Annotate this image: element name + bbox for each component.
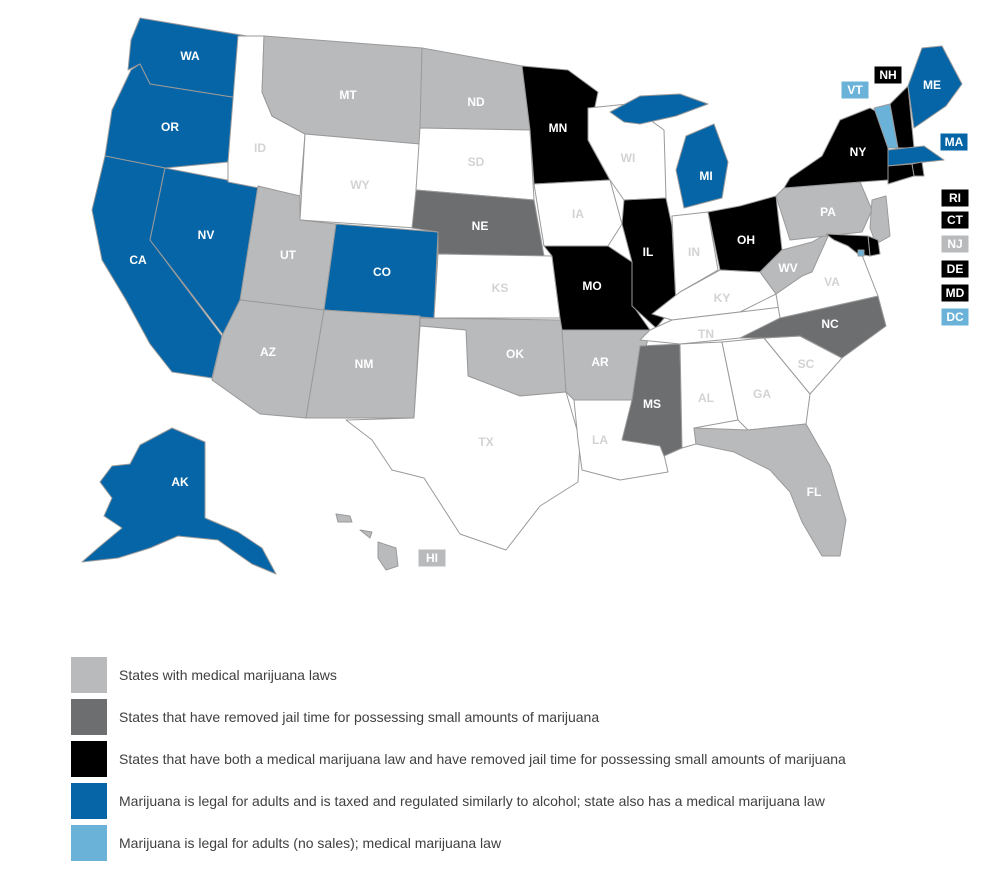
state-label-sc: SC bbox=[798, 357, 815, 371]
state-label-nm: NM bbox=[355, 357, 374, 371]
state-dc[interactable] bbox=[857, 249, 865, 257]
state-label-mi: MI bbox=[699, 169, 712, 183]
state-tag-dc[interactable] bbox=[940, 307, 970, 327]
state-tag-ri[interactable] bbox=[940, 188, 970, 208]
state-label-ca: CA bbox=[129, 253, 147, 267]
state-label-al: AL bbox=[698, 391, 714, 405]
legend-swatch-decrim bbox=[71, 699, 107, 735]
state-label-pa: PA bbox=[820, 205, 836, 219]
state-me[interactable] bbox=[907, 45, 963, 129]
legend-item-legal-no-sales: Marijuana is legal for adults (no sales)… bbox=[71, 824, 971, 866]
state-label-tn: TN bbox=[698, 327, 714, 341]
state-label-co: CO bbox=[373, 265, 391, 279]
state-label-la: LA bbox=[592, 433, 608, 447]
state-label-wy: WY bbox=[350, 178, 369, 192]
state-mi[interactable] bbox=[609, 93, 729, 209]
us-map: WA OR CA NV ID MT WY UT CO AZ NM ND SD NE KS OK TX MN IA MO… bbox=[81, 17, 970, 575]
state-label-nc: NC bbox=[821, 317, 839, 331]
state-label-oh: OH bbox=[737, 233, 755, 247]
state-label-ok: OK bbox=[506, 347, 524, 361]
legend-swatch-both bbox=[71, 741, 107, 777]
state-label-or: OR bbox=[161, 120, 179, 134]
state-label-az: AZ bbox=[260, 345, 276, 359]
state-tx[interactable] bbox=[345, 325, 581, 551]
state-ny[interactable] bbox=[783, 107, 889, 189]
state-label-vt: VT bbox=[847, 83, 863, 97]
state-label-ny: NY bbox=[850, 145, 867, 159]
legend-item-legal: Marijuana is legal for adults and is tax… bbox=[71, 782, 971, 824]
state-label-nh: NH bbox=[879, 68, 896, 82]
state-label-il: IL bbox=[643, 245, 654, 259]
state-ak[interactable] bbox=[81, 427, 277, 575]
legend-label: Marijuana is legal for adults (no sales)… bbox=[119, 835, 502, 851]
state-hi[interactable] bbox=[335, 513, 399, 571]
state-label-mt: MT bbox=[339, 88, 357, 102]
state-label-wa: WA bbox=[180, 49, 200, 63]
state-tag-vt[interactable] bbox=[840, 80, 870, 100]
state-label-ks: KS bbox=[492, 281, 509, 295]
state-label-ar: AR bbox=[591, 355, 609, 369]
state-label-id: ID bbox=[254, 141, 266, 155]
legend-item-decrim: States that have removed jail time for p… bbox=[71, 698, 971, 740]
state-label-ms: MS bbox=[643, 397, 661, 411]
state-ma[interactable] bbox=[887, 145, 945, 167]
legend-item-medical: States with medical marijuana laws bbox=[71, 656, 971, 698]
state-label-dc: DC bbox=[946, 310, 964, 324]
legend: States with medical marijuana laws State… bbox=[71, 656, 971, 866]
state-label-wv: WV bbox=[778, 261, 797, 275]
state-tag-ma[interactable] bbox=[939, 132, 969, 152]
state-label-nv: NV bbox=[198, 228, 215, 242]
legend-swatch-legal-no-sales bbox=[71, 825, 107, 861]
state-label-ma: MA bbox=[945, 135, 964, 149]
state-label-ak: AK bbox=[171, 475, 189, 489]
legend-label: Marijuana is legal for adults and is tax… bbox=[119, 793, 825, 809]
state-label-ct: CT bbox=[947, 213, 964, 227]
state-label-wi: WI bbox=[621, 151, 636, 165]
state-fl[interactable] bbox=[693, 423, 847, 557]
state-label-ia: IA bbox=[572, 207, 584, 221]
state-nd[interactable] bbox=[419, 47, 531, 131]
state-label-me: ME bbox=[923, 78, 941, 92]
state-label-de: DE bbox=[947, 262, 964, 276]
legend-item-both: States that have both a medical marijuan… bbox=[71, 740, 971, 782]
state-wv[interactable] bbox=[759, 231, 831, 295]
state-ct[interactable] bbox=[887, 163, 915, 185]
state-label-nj: NJ bbox=[947, 237, 962, 251]
legend-label: States with medical marijuana laws bbox=[119, 667, 337, 683]
state-nj[interactable] bbox=[869, 195, 891, 245]
state-tag-ct[interactable] bbox=[940, 210, 970, 230]
legend-label: States that have removed jail time for p… bbox=[119, 709, 600, 725]
state-label-hi: HI bbox=[426, 551, 438, 565]
state-label-va: VA bbox=[824, 275, 840, 289]
state-label-ga: GA bbox=[753, 387, 771, 401]
state-label-ky: KY bbox=[714, 291, 731, 305]
state-label-sd: SD bbox=[468, 155, 485, 169]
legend-swatch-medical bbox=[71, 657, 107, 693]
state-tag-nj[interactable] bbox=[940, 234, 970, 254]
state-label-mo: MO bbox=[582, 279, 601, 293]
state-tag-de[interactable] bbox=[940, 259, 970, 279]
state-label-in: IN bbox=[688, 245, 700, 259]
legend-swatch-legal bbox=[71, 783, 107, 819]
state-label-ne: NE bbox=[472, 219, 489, 233]
state-tag-nh[interactable] bbox=[873, 65, 903, 85]
state-label-ut: UT bbox=[280, 248, 297, 262]
legend-label: States that have both a medical marijuan… bbox=[119, 751, 846, 767]
state-label-md: MD bbox=[946, 286, 965, 300]
state-label-tx: TX bbox=[478, 435, 493, 449]
state-tag-md[interactable] bbox=[940, 283, 970, 303]
state-label-fl: FL bbox=[807, 485, 822, 499]
state-tag-hi[interactable] bbox=[417, 548, 447, 568]
state-ia[interactable] bbox=[533, 179, 623, 247]
state-label-mn: MN bbox=[549, 121, 568, 135]
state-label-ri: RI bbox=[949, 191, 961, 205]
state-label-nd: ND bbox=[467, 95, 485, 109]
